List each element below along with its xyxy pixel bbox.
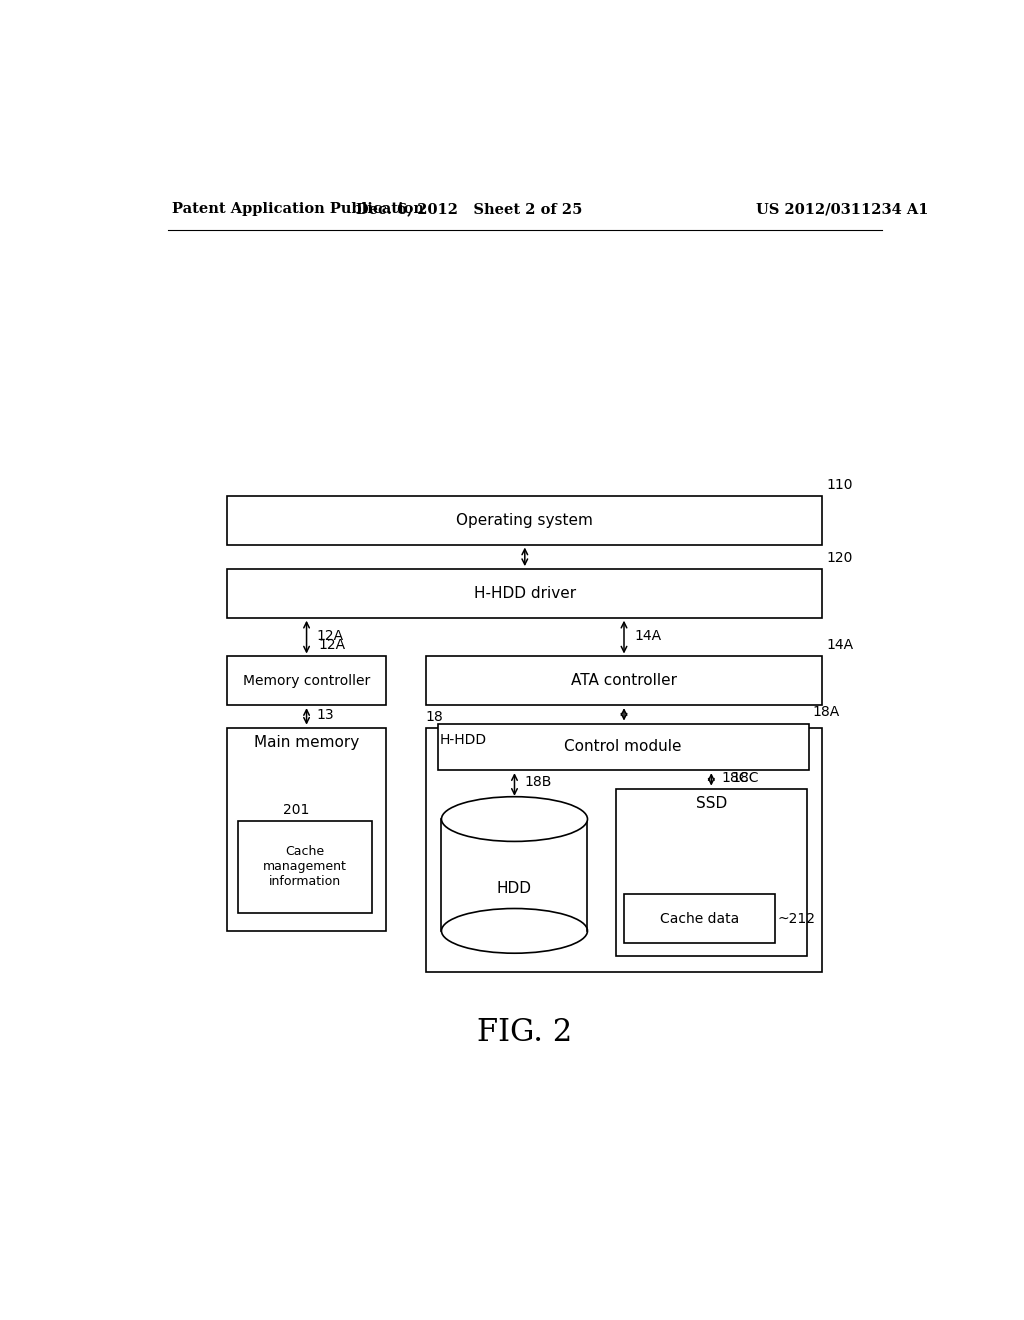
Text: ATA controller: ATA controller <box>571 673 677 688</box>
Text: Main memory: Main memory <box>254 735 359 750</box>
Text: 12A: 12A <box>316 630 344 643</box>
Text: 14A: 14A <box>634 630 662 643</box>
Text: H-HDD driver: H-HDD driver <box>474 586 575 601</box>
Text: SSD: SSD <box>695 796 727 812</box>
Bar <box>227 656 386 705</box>
Text: 12A: 12A <box>318 639 345 652</box>
Bar <box>616 788 807 956</box>
Text: Memory controller: Memory controller <box>243 673 371 688</box>
Text: Cache
management
information: Cache management information <box>263 845 347 888</box>
Bar <box>624 894 775 942</box>
Text: ~212: ~212 <box>777 912 815 925</box>
Text: US 2012/0311234 A1: US 2012/0311234 A1 <box>756 202 929 216</box>
Text: H-HDD: H-HDD <box>440 733 487 747</box>
Text: 18C: 18C <box>722 771 750 785</box>
Text: 110: 110 <box>826 478 853 492</box>
Text: 201: 201 <box>283 803 309 817</box>
Bar <box>437 723 809 771</box>
Text: FIG. 2: FIG. 2 <box>477 1016 572 1048</box>
Text: 18C: 18C <box>731 771 759 784</box>
Text: Control module: Control module <box>564 739 682 755</box>
Bar <box>426 656 822 705</box>
Text: Dec. 6, 2012   Sheet 2 of 25: Dec. 6, 2012 Sheet 2 of 25 <box>356 202 583 216</box>
Text: Patent Application Publication: Patent Application Publication <box>172 202 424 216</box>
Text: 18B: 18B <box>524 775 552 789</box>
Ellipse shape <box>441 797 588 841</box>
Text: Cache data: Cache data <box>659 912 739 925</box>
Text: 14A: 14A <box>826 639 853 652</box>
Bar <box>227 496 822 545</box>
Bar <box>238 821 373 912</box>
Text: HDD: HDD <box>497 880 532 896</box>
Bar <box>227 727 386 931</box>
Bar <box>426 727 822 972</box>
Text: 120: 120 <box>826 550 853 565</box>
Text: Operating system: Operating system <box>457 512 593 528</box>
Text: 13: 13 <box>316 709 335 722</box>
Text: 18A: 18A <box>812 705 840 719</box>
Bar <box>227 569 822 618</box>
Text: 18: 18 <box>426 710 443 723</box>
